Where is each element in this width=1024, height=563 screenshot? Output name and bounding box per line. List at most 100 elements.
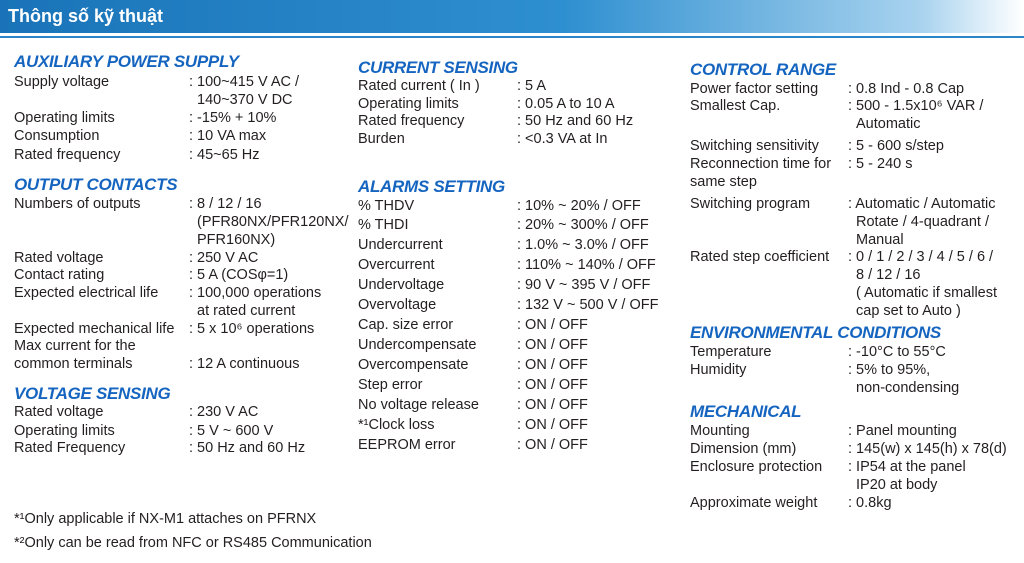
spec-label: Humidity: [690, 362, 747, 378]
spec-label: Rated Frequency: [14, 440, 126, 456]
spec-label: Rated frequency: [14, 147, 121, 163]
spec-label: Reconnection time for: [690, 156, 832, 172]
spec-value: non-condensing: [856, 380, 960, 396]
spec-value: : ON / OFF: [517, 417, 588, 433]
spec-value: 140~370 V DC: [197, 92, 293, 108]
spec-label: Max current for the: [14, 338, 136, 354]
spec-label: Expected mechanical life: [14, 321, 175, 337]
spec-value: : 5 - 240 s: [848, 156, 913, 172]
spec-label: Operating limits: [14, 110, 115, 126]
spec-label: Temperature: [690, 344, 772, 360]
spec-label: Smallest Cap.: [690, 98, 781, 114]
spec-value: : 10 VA max: [189, 128, 267, 144]
header-bar: Thông số kỹ thuật: [0, 0, 1024, 33]
spec-label: Overvoltage: [358, 297, 437, 313]
spec-value: (PFR80NX/PFR120NX/: [197, 214, 349, 230]
spec-label: Rated voltage: [14, 404, 104, 420]
spec-value: : 100,000 operations: [189, 285, 322, 301]
spec-label: Burden: [358, 131, 405, 147]
spec-label: Rated current ( In ): [358, 78, 480, 94]
spec-label: Operating limits: [14, 423, 115, 439]
spec-label: Undercompensate: [358, 337, 477, 353]
section-title: OUTPUT CONTACTS: [14, 175, 178, 194]
spec-value: : 5 x 10⁶ operations: [189, 321, 315, 337]
spec-value: : 0.8 Ind - 0.8 Cap: [848, 81, 965, 97]
section-title: CONTROL RANGE: [690, 60, 836, 79]
spec-value: : 20% ~ 300% / OFF: [517, 217, 649, 233]
spec-label: Enclosure protection: [690, 459, 823, 475]
spec-value: : 5 A: [517, 78, 547, 94]
spec-label: Overcurrent: [358, 257, 435, 273]
spec-label: Dimension (mm): [690, 441, 797, 457]
spec-value: ( Automatic if smallest: [856, 285, 998, 301]
spec-value: cap set to Auto ): [856, 303, 961, 319]
spec-value: : Panel mounting: [848, 423, 957, 439]
spec-value: : ON / OFF: [517, 357, 588, 373]
spec-label: Supply voltage: [14, 74, 110, 90]
spec-value: : 5 - 600 s/step: [848, 138, 944, 154]
spec-value: : ON / OFF: [517, 377, 588, 393]
spec-value: : 250 V AC: [189, 250, 259, 266]
spec-value: : 12 A continuous: [189, 356, 300, 372]
spec-label: Overcompensate: [358, 357, 469, 373]
spec-value: : 50 Hz and 60 Hz: [189, 440, 306, 456]
spec-value: Manual: [856, 232, 904, 248]
spec-value: : Automatic / Automatic: [848, 196, 996, 212]
spec-value: : 5 A (COSφ=1): [189, 267, 289, 283]
spec-value: : 230 V AC: [189, 404, 259, 420]
header-rule: [0, 36, 1024, 38]
spec-label: Rated step coefficient: [690, 249, 830, 265]
spec-label: Numbers of outputs: [14, 196, 141, 212]
spec-value: : IP54 at the panel: [848, 459, 966, 475]
spec-label: No voltage release: [358, 397, 479, 413]
spec-value: : 45~65 Hz: [189, 147, 260, 163]
spec-label: Cap. size error: [358, 317, 454, 333]
spec-value: : 132 V ~ 500 V / OFF: [517, 297, 659, 313]
spec-value: : 0.05 A to 10 A: [517, 96, 615, 112]
spec-value: : 5% to 95%,: [848, 362, 931, 378]
spec-value: IP20 at body: [856, 477, 938, 493]
spec-value: : 0.8kg: [848, 495, 892, 511]
footnote: *²Only can be read from NFC or RS485 Com…: [14, 535, 372, 551]
spec-label: Power factor setting: [690, 81, 819, 97]
spec-value: : <0.3 VA at In: [517, 131, 608, 147]
spec-label: % THDI: [358, 217, 409, 233]
spec-value: : 145(w) x 145(h) x 78(d): [848, 441, 1007, 457]
spec-label: Expected electrical life: [14, 285, 159, 301]
spec-value: PFR160NX): [197, 232, 276, 248]
spec-label: Undercurrent: [358, 237, 443, 253]
section-title: ENVIRONMENTAL CONDITIONS: [690, 323, 941, 342]
spec-value: : ON / OFF: [517, 437, 588, 453]
spec-value: : ON / OFF: [517, 397, 588, 413]
spec-label: EEPROM error: [358, 437, 456, 453]
spec-label: *¹Clock loss: [358, 417, 435, 433]
spec-label: Mounting: [690, 423, 750, 439]
spec-value: : -10°C to 55°C: [848, 344, 946, 360]
spec-value: : 8 / 12 / 16: [189, 196, 262, 212]
spec-value: : 1.0% ~ 3.0% / OFF: [517, 237, 649, 253]
spec-value: : 90 V ~ 395 V / OFF: [517, 277, 651, 293]
spec-value: 8 / 12 / 16: [856, 267, 921, 283]
spec-value: : ON / OFF: [517, 317, 588, 333]
section-title: CURRENT SENSING: [358, 58, 518, 77]
spec-label: Switching program: [690, 196, 811, 212]
spec-label: Undervoltage: [358, 277, 445, 293]
spec-value: : 500 - 1.5x10⁶ VAR /: [848, 98, 984, 114]
spec-value: : 10% ~ 20% / OFF: [517, 198, 641, 214]
spec-value: : -15% + 10%: [189, 110, 277, 126]
spec-value: : 100~415 V AC /: [189, 74, 300, 90]
spec-value: : ON / OFF: [517, 337, 588, 353]
section-title: VOLTAGE SENSING: [14, 384, 171, 403]
spec-label: Rated voltage: [14, 250, 104, 266]
spec-label: Switching sensitivity: [690, 138, 819, 154]
spec-label: Contact rating: [14, 267, 105, 283]
spec-label: same step: [690, 174, 757, 190]
spec-label: Consumption: [14, 128, 100, 144]
spec-label: Approximate weight: [690, 495, 818, 511]
spec-value: : 110% ~ 140% / OFF: [517, 257, 656, 273]
section-title: ALARMS SETTING: [358, 177, 505, 196]
spec-label: Step error: [358, 377, 423, 393]
spec-value: : 50 Hz and 60 Hz: [517, 113, 634, 129]
section-title: AUXILIARY POWER SUPPLY: [14, 52, 239, 71]
